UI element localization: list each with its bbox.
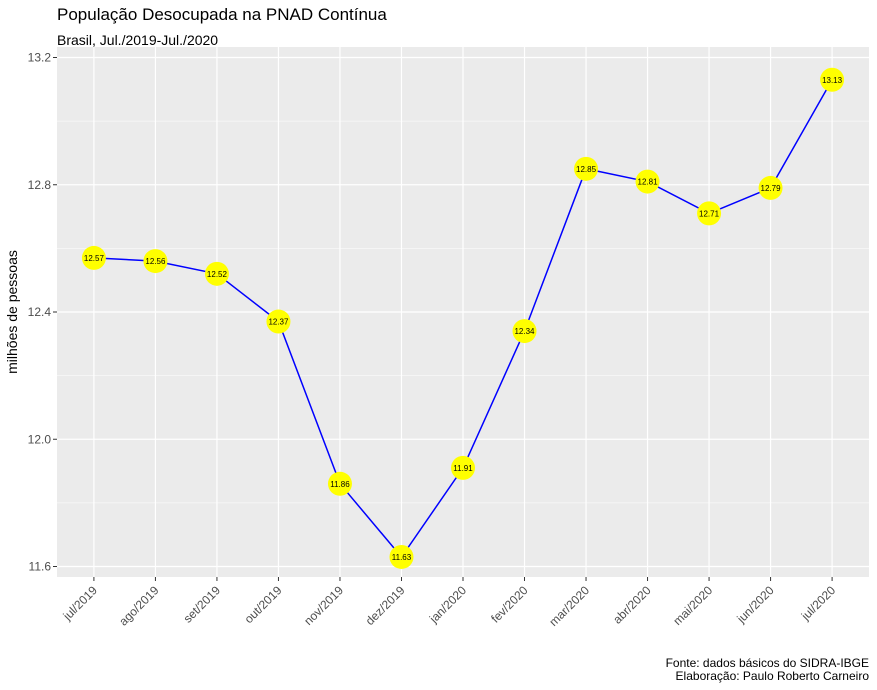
major-gridlines: [57, 47, 869, 577]
x-tick-label: jan/2020: [426, 583, 469, 626]
x-tick-label: ago/2019: [116, 583, 162, 629]
data-label: 12.37: [268, 318, 289, 327]
data-label: 12.85: [576, 165, 597, 174]
y-axis: 11.6 12.0 12.4 12.8 13.2: [28, 51, 57, 574]
y-tick-label: 12.8: [28, 178, 52, 192]
x-tick-label: jun/2020: [734, 583, 777, 626]
data-point: [635, 169, 660, 194]
x-tick-label: abr/2020: [610, 583, 654, 627]
data-point: [204, 261, 229, 286]
data-point: [820, 67, 845, 92]
data-label: 12.56: [145, 257, 166, 266]
x-tick-label: mar/2020: [546, 583, 592, 629]
data-label: 12.34: [514, 327, 535, 336]
x-tick-label: jul/2020: [798, 583, 839, 624]
data-label: 11.63: [392, 553, 412, 562]
data-point: [512, 319, 537, 344]
data-label: 11.91: [453, 464, 473, 473]
x-tick-label: set/2019: [181, 583, 224, 626]
x-tick-label: out/2019: [242, 583, 285, 626]
data-label: 12.81: [638, 178, 659, 187]
data-point: [758, 175, 783, 200]
caption-author: Elaboração: Paulo Roberto Carneiro: [675, 669, 869, 683]
y-tick-label: 12.0: [28, 432, 52, 446]
data-points: 12.57 12.56 12.52 12.37 11.86 11.63 11.91 12.34…: [81, 67, 845, 569]
data-label: 12.57: [84, 254, 105, 263]
chart-subtitle: Brasil, Jul./2019-Jul./2020: [57, 32, 219, 48]
y-tick-label: 11.6: [29, 560, 52, 574]
data-point: [327, 471, 352, 496]
data-label: 13.13: [822, 76, 843, 85]
data-point: [697, 201, 722, 226]
data-point: [574, 156, 599, 181]
caption-source: Fonte: dados básicos do SIDRA-IBGE: [665, 656, 869, 670]
y-tick-label: 13.2: [28, 51, 52, 65]
caption: Fonte: dados básicos do SIDRA-IBGE Elabo…: [666, 657, 869, 683]
x-tick-label: fev/2020: [488, 583, 531, 626]
data-point: [389, 544, 414, 569]
data-label: 12.71: [699, 209, 720, 218]
y-tick-label: 12.4: [28, 305, 52, 319]
data-label: 12.52: [207, 270, 228, 279]
x-tick-label: jul/2019: [60, 583, 101, 624]
x-tick-label: nov/2019: [301, 583, 346, 628]
data-point: [81, 245, 106, 270]
data-point: [143, 249, 168, 274]
data-point: [266, 309, 291, 334]
chart-title: População Desocupada na PNAD Contínua: [57, 5, 387, 24]
y-axis-label: milhões de pessoas: [4, 250, 20, 374]
data-label: 12.79: [761, 184, 782, 193]
x-tick-label: mai/2020: [670, 583, 715, 628]
data-label: 11.86: [330, 480, 350, 489]
x-axis: jul/2019 ago/2019 set/2019 out/2019 nov/2019…: [60, 577, 839, 629]
x-tick-label: dez/2019: [363, 583, 408, 628]
data-point: [451, 455, 475, 480]
